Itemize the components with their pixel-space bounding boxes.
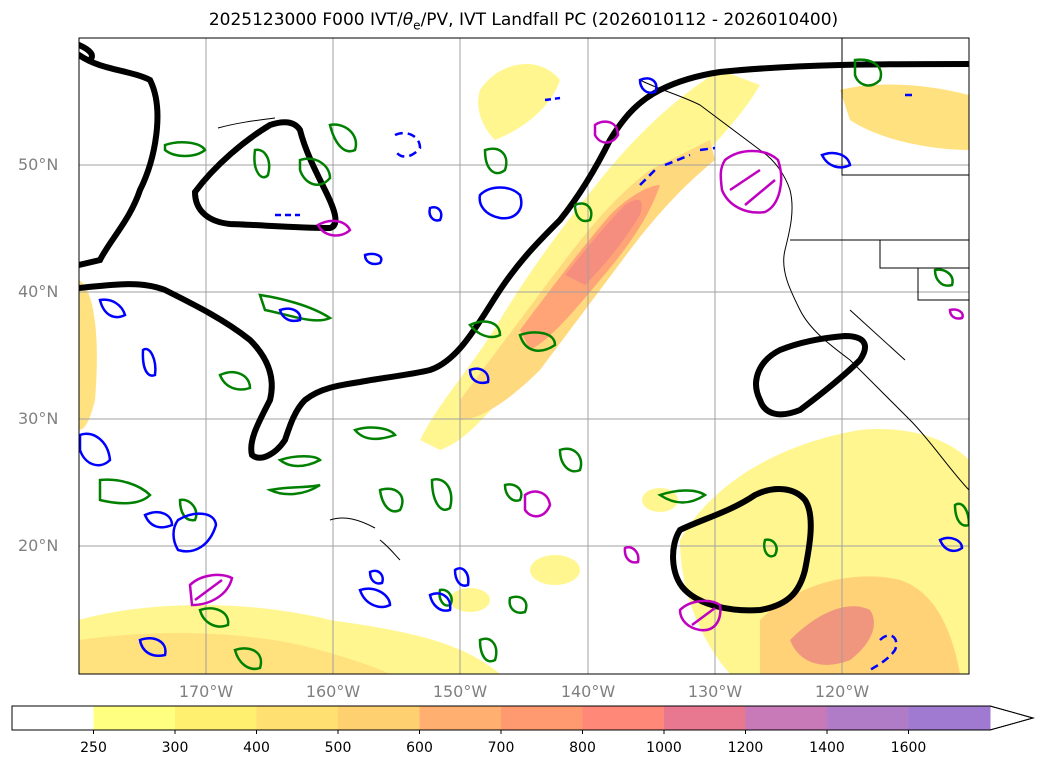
chart-title: 2025123000 F000 IVT/θe/PV, IVT Landfall … (0, 10, 1047, 32)
colorbar-tick-label: 1400 (809, 740, 845, 756)
ivt-blob-3 (642, 488, 678, 512)
ivt-plume-core (565, 199, 642, 285)
ivt-southwest-mid (79, 633, 390, 674)
colorbar-tick-label: 1200 (727, 740, 764, 756)
lat-label-30n: 30°N (18, 409, 59, 428)
ivt-west-edge (79, 280, 97, 430)
ivt-northeast-patch (840, 84, 969, 150)
lon-label-140w: 140°W (560, 682, 616, 701)
colorbar-segment (827, 706, 909, 730)
lon-label-150w: 150°W (432, 682, 488, 701)
colorbar-segment (419, 706, 502, 730)
coastlines (217, 38, 969, 561)
gridlines (79, 38, 969, 674)
colorbar-segment (93, 706, 176, 730)
ivt-north-patch (478, 63, 560, 140)
colorbar-tick-label: 600 (406, 740, 433, 756)
colorbar-segment (175, 706, 257, 730)
lon-label-120w: 120°W (814, 682, 870, 701)
lon-label-130w: 130°W (687, 682, 743, 701)
colorbar-segment (12, 706, 94, 730)
map-plot-area (79, 38, 969, 674)
colorbar (11, 705, 1035, 734)
colorbar-tick-label: 500 (324, 740, 352, 756)
title-prefix: 2025123000 F000 IVT/ (208, 10, 403, 30)
colorbar-tick-label: 1600 (890, 740, 927, 756)
colorbar-outline (11, 705, 1035, 731)
colorbar-segment (338, 706, 420, 730)
colorbar-tick-label: 1000 (646, 740, 682, 756)
pc-contours (79, 42, 969, 614)
ivt-blob-1 (530, 555, 580, 585)
lat-label-50n: 50°N (18, 155, 59, 174)
lat-label-20n: 20°N (18, 536, 59, 555)
colorbar-segment (256, 706, 339, 730)
ivt-tropical-east-core (790, 606, 874, 665)
map-frame (78, 37, 970, 675)
title-theta-sub: e (413, 18, 421, 33)
colorbar-tick-label: 300 (161, 740, 189, 756)
colorbar-tick-label: 250 (80, 740, 107, 756)
ivt-blob-2 (450, 588, 490, 612)
colorbar-segment (664, 706, 746, 730)
colorbar-segment (908, 706, 991, 730)
pv-contours (79, 77, 964, 672)
lon-label-170w: 170°W (178, 682, 234, 701)
colorbar-segment (745, 706, 828, 730)
colorbar-tick-label: 800 (569, 740, 596, 756)
title-suffix: /PV, IVT Landfall PC (2026010112 - 20260… (420, 10, 839, 30)
lon-label-160w: 160°W (305, 682, 361, 701)
colorbar-tick-label: 700 (487, 740, 515, 756)
colorbar-segment (582, 706, 665, 730)
colorbar-segment (501, 706, 583, 730)
magenta-contours (188, 120, 964, 632)
colorbar-tick-label: 400 (243, 740, 270, 756)
title-theta: θ (402, 10, 414, 30)
lat-label-40n: 40°N (18, 282, 59, 301)
